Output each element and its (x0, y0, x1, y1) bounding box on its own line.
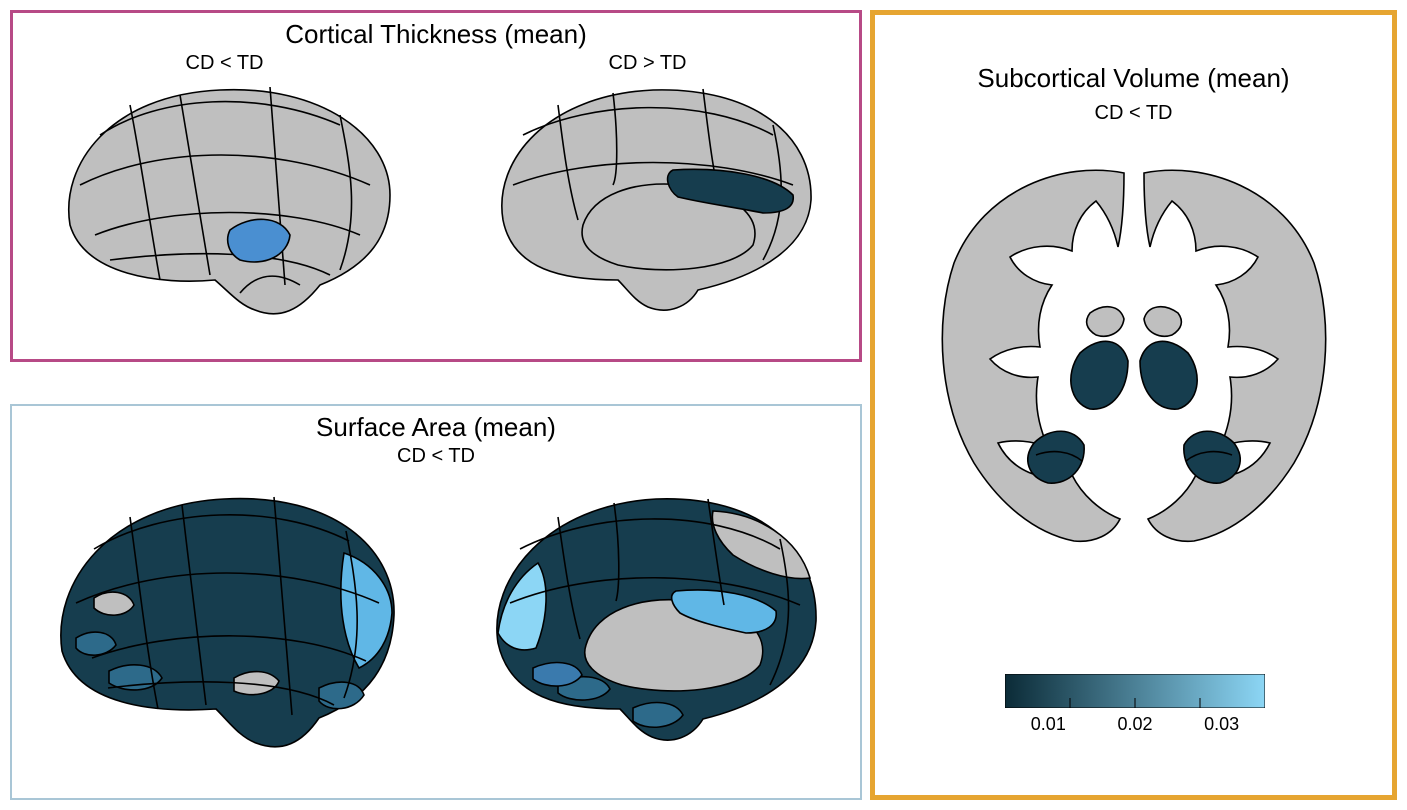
sv-subtitle: CD < TD (875, 102, 1392, 125)
sa-subtitle: CD < TD (12, 445, 860, 468)
colorbar-tick: 0.01 (1031, 714, 1066, 735)
colorbar: 0.01 0.02 0.03 (1005, 674, 1265, 735)
panel-subcortical-volume: Subcortical Volume (mean) CD < TD (870, 10, 1397, 800)
panel-title: Subcortical Volume (mean) (875, 63, 1392, 94)
panel-title: Surface Area (mean) (12, 412, 860, 443)
panel-title: Cortical Thickness (mean) (13, 19, 859, 50)
brain-medial-right (463, 75, 833, 325)
ct-right-label: CD > TD (436, 52, 859, 75)
colorbar-tick: 0.03 (1204, 714, 1239, 735)
brain-medial-right-sa (458, 483, 838, 763)
panel-cortical-thickness: Cortical Thickness (mean) CD < TD CD > T… (10, 10, 862, 362)
colorbar-gradient (1005, 674, 1265, 708)
brain-lateral-left-sa (34, 483, 414, 763)
brain-coronal-slice (914, 143, 1354, 563)
panel-surface-area: Surface Area (mean) CD < TD (10, 404, 862, 800)
figure-canvas: Cortical Thickness (mean) CD < TD CD > T… (0, 0, 1407, 810)
colorbar-tick: 0.02 (1117, 714, 1152, 735)
ct-left-label: CD < TD (13, 52, 436, 75)
brain-lateral-left (40, 75, 410, 325)
